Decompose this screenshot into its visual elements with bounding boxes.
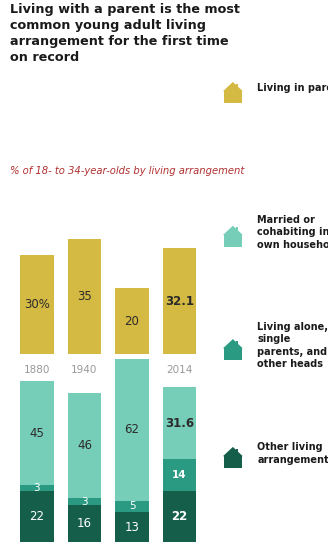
Text: 45: 45 <box>30 426 44 440</box>
Bar <box>20 255 53 354</box>
Bar <box>20 492 53 542</box>
Text: 20: 20 <box>125 315 139 327</box>
Text: Living with a parent is the most
common young adult living
arrangement for the f: Living with a parent is the most common … <box>10 3 240 64</box>
Bar <box>68 393 101 498</box>
Bar <box>20 484 53 492</box>
Text: % of 18- to 34-year-olds by living arrangement: % of 18- to 34-year-olds by living arran… <box>10 166 244 176</box>
Text: 5: 5 <box>129 502 135 512</box>
Text: 1940: 1940 <box>71 366 98 375</box>
Bar <box>163 460 196 492</box>
Text: 30%: 30% <box>24 298 50 311</box>
Bar <box>115 358 149 500</box>
Bar <box>20 382 53 484</box>
Text: 2014: 2014 <box>166 366 193 375</box>
Bar <box>68 239 101 354</box>
Bar <box>115 500 149 512</box>
Text: 1880: 1880 <box>24 366 50 375</box>
Bar <box>163 492 196 542</box>
Text: 3: 3 <box>33 483 40 493</box>
Text: 13: 13 <box>125 520 139 534</box>
Bar <box>68 498 101 505</box>
Text: Living alone,
single
parents, and
other heads: Living alone, single parents, and other … <box>257 322 328 369</box>
Text: 46: 46 <box>77 439 92 452</box>
Text: 1960: 1960 <box>119 366 145 375</box>
Text: 22: 22 <box>30 510 44 523</box>
Text: Married or
cohabiting in
own household: Married or cohabiting in own household <box>257 215 328 249</box>
Bar <box>163 387 196 460</box>
Text: 35: 35 <box>77 290 92 303</box>
Bar <box>163 248 196 354</box>
Bar <box>68 505 101 542</box>
Text: 14: 14 <box>172 471 187 481</box>
Bar <box>115 512 149 542</box>
Text: 3: 3 <box>81 497 88 507</box>
Bar <box>115 288 149 354</box>
Text: 31.6: 31.6 <box>165 416 194 430</box>
Text: 62: 62 <box>125 423 139 436</box>
Text: 32.1: 32.1 <box>165 295 194 307</box>
Text: Living in parent(s)' home: Living in parent(s)' home <box>257 84 328 93</box>
Text: Other living
arrangement: Other living arrangement <box>257 442 328 465</box>
Text: 22: 22 <box>172 510 188 523</box>
Text: 16: 16 <box>77 517 92 530</box>
